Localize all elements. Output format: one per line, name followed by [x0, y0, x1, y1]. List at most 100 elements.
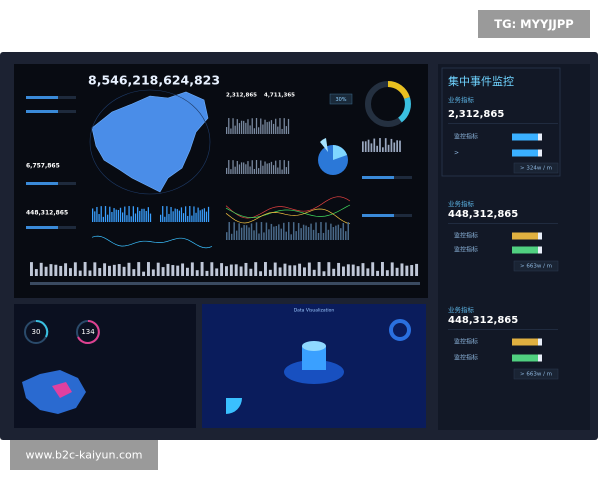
donut-segment: [398, 97, 411, 123]
decor-bar: [347, 222, 350, 240]
decor-bar: [137, 262, 141, 276]
decor-bar: [297, 223, 300, 240]
decor-bar: [244, 262, 248, 276]
decor-bar: [248, 227, 250, 240]
decor-bar: [362, 141, 364, 152]
metric-bar-end: [538, 232, 542, 240]
decor-bar: [93, 262, 97, 276]
decor-bar: [249, 125, 251, 134]
decor-bar: [162, 206, 164, 222]
decor-bar: [240, 227, 243, 240]
decor-bar: [277, 167, 279, 174]
decor-bar: [255, 118, 258, 134]
decor-bar: [390, 138, 393, 152]
decor-bar: [180, 207, 183, 222]
decor-bar: [34, 269, 38, 276]
decor-bar: [127, 262, 131, 276]
decor-bar: [230, 128, 232, 134]
gauge-label: 134: [81, 328, 95, 336]
rate-box: [513, 260, 559, 272]
decor-bar: [382, 147, 384, 152]
donut-label: 30%: [335, 97, 346, 103]
decor-bar: [258, 168, 260, 174]
decor-bar: [295, 231, 297, 240]
metric-bar: [512, 232, 538, 240]
decor-bar: [270, 223, 273, 240]
decor-bar: [92, 208, 94, 222]
decor-bar: [258, 233, 260, 240]
decor-bar: [283, 118, 285, 134]
decor-bar: [240, 120, 243, 134]
timeline: [30, 282, 420, 285]
decor-bar: [346, 264, 350, 276]
decor-line: [225, 196, 351, 219]
decor-bar: [370, 143, 373, 152]
decor-bar: [207, 206, 210, 222]
rate: > 663w / m: [520, 264, 552, 270]
decor-bar: [376, 270, 380, 276]
decor-bar: [145, 210, 147, 222]
decor-bar: [371, 262, 375, 276]
watermark: www.b2c-kaiyun.com: [26, 449, 143, 462]
decor-bar: [59, 265, 63, 276]
decor-bar: [264, 161, 266, 174]
map: [91, 91, 209, 193]
decor-bar: [185, 206, 187, 222]
decor-bar: [366, 268, 370, 276]
decor-bar: [238, 123, 241, 134]
decor-bar: [245, 164, 247, 174]
decor-bar: [260, 222, 263, 240]
label-box: [329, 93, 353, 105]
decor-bar: [255, 160, 258, 174]
metric-bar: [512, 354, 538, 362]
donut-segment: [387, 81, 410, 100]
decor-bar: [405, 265, 409, 276]
decor-bar: [178, 210, 180, 222]
decor-bar: [190, 262, 194, 276]
decor-bar: [247, 161, 249, 174]
decor-bar: [395, 267, 399, 276]
decor-bar: [262, 124, 264, 134]
decor-bar: [104, 206, 107, 222]
decor-bar: [285, 126, 288, 134]
decor-bar: [390, 262, 394, 276]
decor-bar: [186, 267, 189, 276]
decor-bar: [399, 140, 401, 152]
decor-bar: [283, 222, 285, 240]
decor-bar: [229, 264, 233, 276]
metric-bar-end: [538, 354, 542, 362]
decor-bar: [251, 160, 253, 174]
decor-bar: [170, 206, 172, 222]
decor-bar: [281, 169, 283, 174]
decor-bar: [317, 233, 320, 240]
decor-bar: [290, 234, 292, 240]
pie-slice: [333, 145, 347, 160]
decor-bar: [335, 225, 337, 240]
decor-bar: [117, 264, 121, 276]
decor-fill: [26, 96, 58, 99]
decor-bar: [400, 263, 404, 276]
decor-bar: [253, 168, 256, 174]
decor-fill: [26, 226, 58, 229]
metric-bar-end: [538, 246, 542, 254]
card-label: 业务指标: [448, 199, 475, 208]
decor-bar: [272, 165, 275, 174]
decor-bar: [307, 262, 311, 276]
decor-bar: [243, 120, 245, 134]
decor-bar: [176, 265, 180, 276]
decor-bar: [234, 264, 238, 276]
decor-bar: [115, 209, 117, 222]
decor-bar: [293, 265, 297, 276]
decor-bar: [245, 225, 248, 240]
decor-bar: [292, 222, 295, 240]
decor-bar: [201, 209, 203, 222]
decor-bar: [111, 211, 113, 222]
decor-bar: [376, 145, 378, 152]
decor-bar: [226, 127, 228, 134]
decor-bar: [373, 138, 376, 152]
decor-bar: [103, 263, 107, 276]
decor-bar: [122, 266, 126, 276]
decor-bar: [275, 225, 278, 240]
decor-bar: [393, 142, 396, 152]
decor-bar: [226, 167, 228, 174]
